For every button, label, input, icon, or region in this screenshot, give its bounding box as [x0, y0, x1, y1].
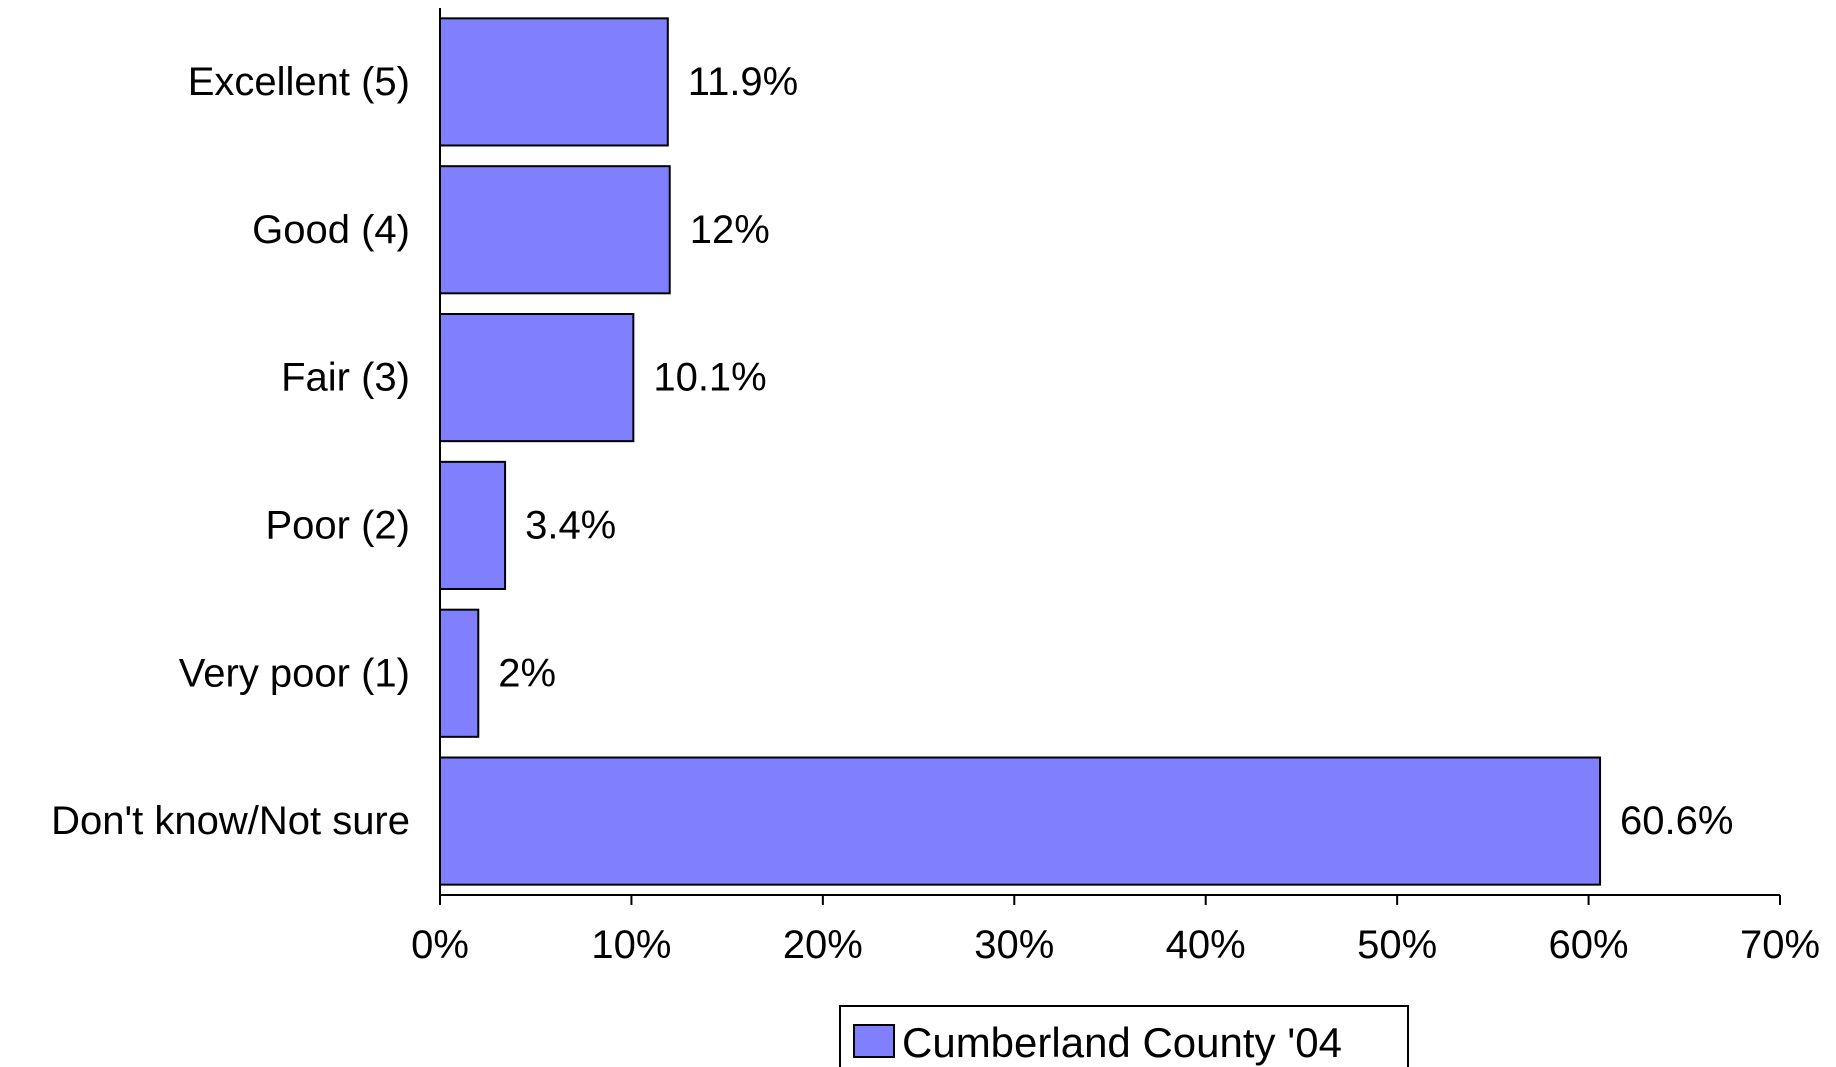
value-label-4: 2% — [498, 651, 556, 695]
x-tick-label-0: 0% — [411, 923, 469, 967]
category-label-0: Excellent (5) — [188, 60, 410, 104]
category-label-4: Very poor (1) — [179, 651, 410, 695]
bar-3 — [439, 460, 507, 590]
category-labels-group: Excellent (5) Good (4) Fair (3) Poor (2) Ver… — [51, 60, 410, 843]
bar-2 — [439, 313, 635, 443]
x-tick-label-4: 40% — [1166, 923, 1246, 967]
bar-0 — [439, 17, 669, 147]
x-tick-label-5: 50% — [1357, 923, 1437, 967]
value-labels-group: 11.9% 12% 10.1% 3.4% 2% 60.6% — [498, 60, 1733, 843]
x-tick-label-6: 60% — [1549, 923, 1629, 967]
legend: Cumberland County '04 — [839, 1005, 1409, 1067]
value-label-5: 60.6% — [1620, 799, 1733, 843]
x-tick-label-7: 70% — [1740, 923, 1820, 967]
axes-group — [439, 8, 1780, 896]
category-label-5: Don't know/Not sure — [51, 799, 410, 843]
x-tick-label-3: 30% — [974, 923, 1054, 967]
legend-box — [839, 1005, 1409, 1067]
legend-label: Cumberland County '04 — [902, 1019, 1342, 1066]
x-tick-label-2: 20% — [783, 923, 863, 967]
bar-5 — [439, 756, 1602, 886]
x-tick-label-1: 10% — [591, 923, 671, 967]
bar-4 — [439, 608, 480, 738]
bar-1 — [439, 165, 671, 295]
value-label-3: 3.4% — [525, 503, 616, 547]
value-label-2: 10.1% — [653, 356, 766, 400]
value-label-1: 12% — [690, 208, 770, 252]
legend-swatch — [853, 1024, 895, 1058]
x-tick-group: 0% 10% 20% 30% 40% 50% 60% 70% — [411, 895, 1820, 967]
category-label-2: Fair (3) — [281, 356, 410, 400]
bars-group — [439, 17, 1602, 886]
category-label-1: Good (4) — [252, 208, 410, 252]
category-label-3: Poor (2) — [266, 503, 411, 547]
value-label-0: 11.9% — [688, 60, 798, 104]
